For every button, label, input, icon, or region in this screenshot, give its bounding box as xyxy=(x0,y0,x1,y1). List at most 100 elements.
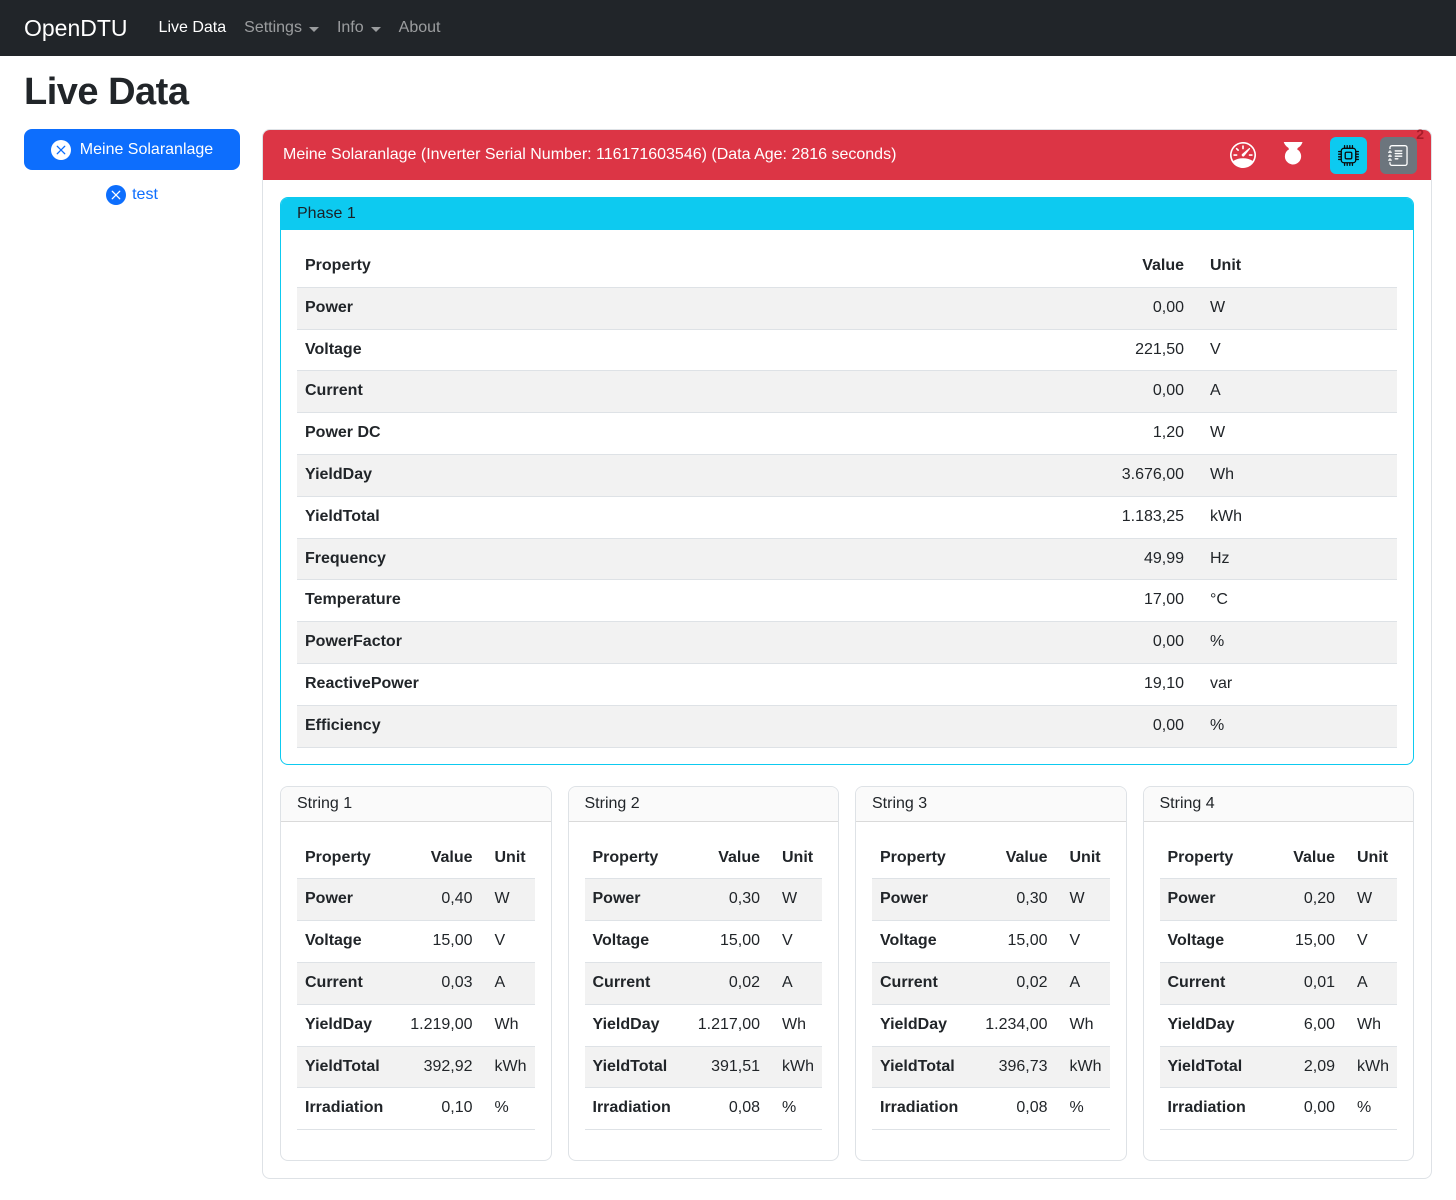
cell-value: 0,00 xyxy=(1072,287,1192,330)
cell-unit: V xyxy=(480,920,535,963)
table-head: Property Value Unit xyxy=(584,837,822,880)
power-icon[interactable] xyxy=(1280,142,1306,168)
inverter-button-meine-solaranlage[interactable]: Meine Solaranlage xyxy=(24,129,240,170)
inverter-events-button[interactable]: 2 xyxy=(1380,126,1424,174)
cell-value: 0,30 xyxy=(682,878,768,922)
cell-property: YieldDay xyxy=(584,1004,682,1047)
cell-value: 0,30 xyxy=(969,878,1056,922)
cell-property: Voltage xyxy=(297,329,1072,372)
table-row: ReactivePower 19,10 var xyxy=(297,663,1397,706)
col-header-unit: Unit xyxy=(1192,246,1397,288)
cell-value: 6,00 xyxy=(1257,1004,1343,1047)
table-row: Voltage 15,00 V xyxy=(584,920,822,963)
string-card-title: String 3 xyxy=(856,786,1126,822)
cell-property: Irradiation xyxy=(584,1087,682,1131)
cell-unit: Wh xyxy=(1055,1004,1110,1047)
cell-property: ReactivePower xyxy=(297,663,1072,706)
col-header-property: Property xyxy=(297,246,1072,288)
table-head: Property Value Unit xyxy=(872,837,1110,880)
cell-value: 15,00 xyxy=(682,920,768,963)
cell-property: Irradiation xyxy=(872,1087,970,1131)
cell-unit: W xyxy=(1192,412,1397,455)
inverter-item-label: test xyxy=(132,186,158,203)
table-body: Power 0,20 W Voltage 15,00 V Current 0,01 A Yield… xyxy=(1159,878,1397,1131)
brand-logo[interactable]: OpenDTU xyxy=(24,14,128,41)
cell-value: 17,00 xyxy=(1072,579,1192,623)
cell-unit: Wh xyxy=(480,1004,535,1047)
table-row: Power 0,30 W xyxy=(584,878,822,922)
cell-value: 392,92 xyxy=(394,1046,481,1089)
cell-value: 15,00 xyxy=(394,920,481,963)
col-header-unit: Unit xyxy=(768,837,822,880)
phase-card-header: Phase 1 xyxy=(281,198,1413,230)
col-header-value: Value xyxy=(969,837,1056,880)
table-row: Current 0,02 A xyxy=(872,962,1110,1005)
cell-property: YieldTotal xyxy=(297,1046,395,1089)
cell-unit: W xyxy=(1343,878,1397,922)
chevron-down-icon xyxy=(370,27,381,32)
string-card-4: String 4 Property Value Unit Power 0,20 W Volta… xyxy=(1142,785,1414,1162)
cell-unit: % xyxy=(1192,705,1397,748)
cell-property: YieldTotal xyxy=(584,1046,682,1089)
table-head: Property Value Unit xyxy=(297,246,1397,288)
nav-item-about[interactable]: About xyxy=(390,11,450,45)
cell-value: 0,02 xyxy=(682,962,768,1005)
string-data-table: Property Value Unit Power 0,40 W Voltage 15,00 V… xyxy=(297,837,535,1131)
cell-unit: kWh xyxy=(1192,496,1397,539)
inverter-item-test[interactable]: test xyxy=(24,185,240,205)
table-row: Frequency 49,99 Hz xyxy=(297,538,1397,581)
inverter-card-header: Meine Solaranlage (Inverter Serial Numbe… xyxy=(263,126,1431,180)
string-card-title: String 4 xyxy=(1143,786,1413,822)
table-row: Power DC 1,20 W xyxy=(297,412,1397,455)
cell-unit: W xyxy=(480,878,535,922)
cell-unit: W xyxy=(768,878,822,922)
nav-item-label: About xyxy=(398,19,441,36)
table-body: Power 0,30 W Voltage 15,00 V Current 0,02 A Yield… xyxy=(584,878,822,1131)
cell-unit: V xyxy=(1192,329,1397,372)
string-data-table: Property Value Unit Power 0,30 W Voltage 15,00 V… xyxy=(872,837,1110,1131)
cell-value: 221,50 xyxy=(1072,329,1192,372)
table-row: Power 0,30 W xyxy=(872,878,1110,922)
table-row: YieldDay 3.676,00 Wh xyxy=(297,454,1397,497)
col-header-property: Property xyxy=(872,837,970,880)
table-row: Power 0,00 W xyxy=(297,287,1397,330)
table-row: Irradiation 0,08% xyxy=(584,1087,822,1131)
table-row: Current 0,00 A xyxy=(297,370,1397,414)
inverter-button-label: Meine Solaranlage xyxy=(79,140,214,158)
chevron-down-icon xyxy=(308,27,319,32)
nav-item-info[interactable]: Info xyxy=(328,11,390,45)
table-row: YieldTotal 2,09 kWh xyxy=(1159,1046,1397,1089)
table-row: Irradiation 0,08% xyxy=(872,1087,1110,1131)
cell-unit: Wh xyxy=(1192,454,1397,497)
inverter-header-actions: 2 xyxy=(1230,126,1424,174)
nav-items: Live Data Settings Info About xyxy=(150,11,450,45)
table-row: Efficiency 0,00% xyxy=(297,705,1397,748)
col-header-value: Value xyxy=(394,837,481,880)
cell-property: Voltage xyxy=(872,920,970,963)
phase-data-table: Property Value Unit Power 0,00 W Voltage 221,50… xyxy=(297,246,1397,748)
cell-value: 49,99 xyxy=(1072,538,1192,581)
table-row: Current 0,01 A xyxy=(1159,962,1397,1005)
cell-value: 3.676,00 xyxy=(1072,454,1192,497)
cell-property: YieldTotal xyxy=(297,496,1072,539)
table-body: Power 0,00 W Voltage 221,50 V Current 0,00 A Powe… xyxy=(297,287,1397,748)
cell-value: 396,73 xyxy=(969,1046,1056,1089)
col-header-value: Value xyxy=(1072,246,1192,288)
string-card-body: Property Value Unit Power 0,30 W Voltage 15,00 V… xyxy=(569,822,839,1161)
nav-item-live-data[interactable]: Live Data xyxy=(150,11,236,45)
nav-item-settings[interactable]: Settings xyxy=(235,11,328,45)
inverter-info-button[interactable] xyxy=(1330,136,1367,174)
speedometer-icon[interactable] xyxy=(1230,142,1256,168)
table-row: Voltage 221,50 V xyxy=(297,329,1397,372)
cell-unit: W xyxy=(1192,287,1397,330)
table-row: Current 0,03 A xyxy=(297,962,535,1005)
cell-value: 391,51 xyxy=(682,1046,768,1089)
cell-value: 1.234,00 xyxy=(969,1004,1056,1047)
string-card-body: Property Value Unit Power 0,40 W Voltage 15,00 V… xyxy=(281,822,551,1161)
cell-property: Irradiation xyxy=(1159,1087,1257,1131)
cell-unit: % xyxy=(1192,621,1397,664)
cell-property: YieldDay xyxy=(872,1004,970,1047)
strings-row: String 1 Property Value Unit Power 0,40 W Volta… xyxy=(280,785,1414,1162)
table-row: YieldTotal 1.183,25 kWh xyxy=(297,496,1397,539)
table-row: YieldDay 6,00 Wh xyxy=(1159,1004,1397,1047)
